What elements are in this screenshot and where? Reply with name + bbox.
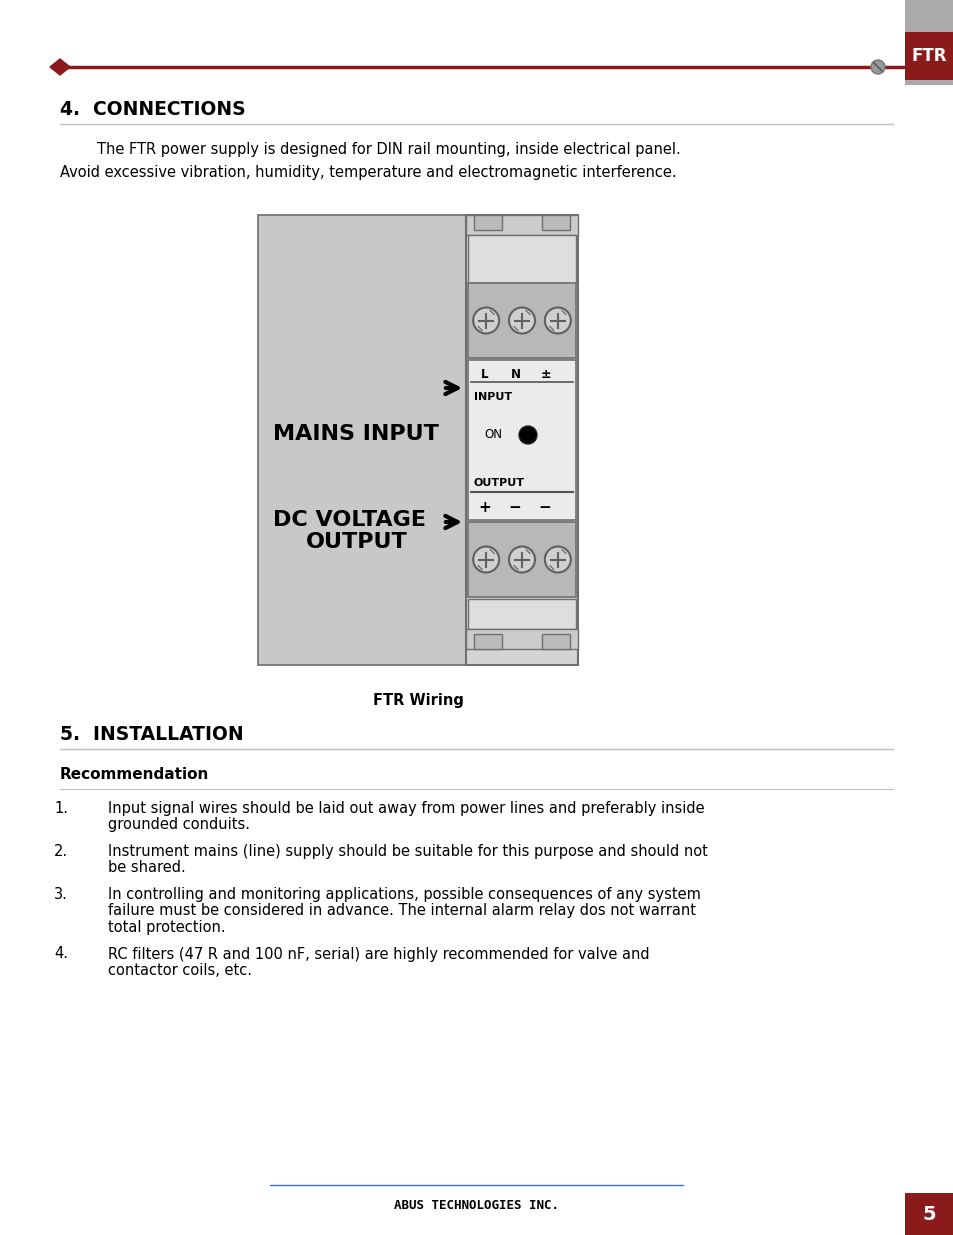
Bar (541, 215, 569, 230)
Text: 5.  INSTALLATION: 5. INSTALLATION (60, 725, 243, 743)
Circle shape (509, 547, 535, 573)
Bar (904, 1193, 953, 1235)
Text: OUTPUT: OUTPUT (474, 478, 524, 488)
Text: In controlling and monitoring applications, possible consequences of any system: In controlling and monitoring applicatio… (108, 887, 700, 902)
Bar (904, 0, 953, 85)
Circle shape (473, 308, 498, 333)
Text: ON: ON (483, 429, 501, 441)
Circle shape (544, 547, 570, 573)
Circle shape (544, 308, 570, 333)
Text: grounded conduits.: grounded conduits. (108, 818, 250, 832)
Text: The FTR power supply is designed for DIN rail mounting, inside electrical panel.: The FTR power supply is designed for DIN… (60, 142, 680, 157)
Text: failure must be considered in advance. The internal alarm relay dos not warrant: failure must be considered in advance. T… (108, 904, 696, 919)
Text: INPUT: INPUT (474, 391, 512, 403)
Text: −: − (537, 500, 550, 515)
Text: 1.: 1. (54, 802, 68, 816)
Text: OUTPUT: OUTPUT (306, 532, 407, 552)
Bar (474, 215, 501, 230)
Text: Input signal wires should be laid out away from power lines and preferably insid: Input signal wires should be laid out aw… (108, 802, 704, 816)
Bar (465, 629, 578, 650)
Bar (541, 634, 569, 650)
Bar (468, 235, 576, 283)
Text: 4.  CONNECTIONS: 4. CONNECTIONS (60, 100, 245, 119)
Text: +: + (477, 500, 490, 515)
Text: 3.: 3. (54, 887, 68, 902)
Text: DC VOLTAGE: DC VOLTAGE (273, 510, 426, 530)
Text: FTR: FTR (911, 47, 946, 65)
Polygon shape (50, 59, 70, 75)
Text: Instrument mains (line) supply should be suitable for this purpose and should no: Instrument mains (line) supply should be… (108, 844, 707, 860)
Bar (468, 599, 576, 629)
Bar (465, 215, 578, 664)
Text: ±: ± (540, 368, 551, 380)
Text: MAINS INPUT: MAINS INPUT (273, 424, 438, 445)
Circle shape (870, 61, 884, 74)
Text: 2.: 2. (53, 844, 68, 860)
Text: 5: 5 (922, 1204, 935, 1224)
Text: be shared.: be shared. (108, 861, 186, 876)
Text: total protection.: total protection. (108, 920, 226, 935)
Text: Avoid excessive vibration, humidity, temperature and electromagnetic interferenc: Avoid excessive vibration, humidity, tem… (60, 165, 676, 180)
Bar (474, 634, 501, 650)
Text: 4.: 4. (54, 946, 68, 962)
Bar (468, 522, 576, 597)
Text: N: N (511, 368, 520, 380)
Bar (468, 359, 576, 520)
Bar (468, 283, 576, 358)
Circle shape (509, 308, 535, 333)
Text: RC filters (47 R and 100 nF, serial) are highly recommended for valve and: RC filters (47 R and 100 nF, serial) are… (108, 946, 649, 962)
Circle shape (518, 426, 537, 445)
Text: FTR Wiring: FTR Wiring (373, 693, 463, 708)
Bar (257, 215, 465, 664)
Text: contactor coils, etc.: contactor coils, etc. (108, 963, 252, 978)
Text: ABUS TECHNOLOGIES INC.: ABUS TECHNOLOGIES INC. (395, 1199, 558, 1212)
Text: −: − (507, 500, 520, 515)
Text: Recommendation: Recommendation (60, 767, 209, 782)
Circle shape (473, 547, 498, 573)
Bar (904, 32, 953, 80)
Text: L: L (480, 368, 488, 380)
Bar (465, 215, 578, 235)
